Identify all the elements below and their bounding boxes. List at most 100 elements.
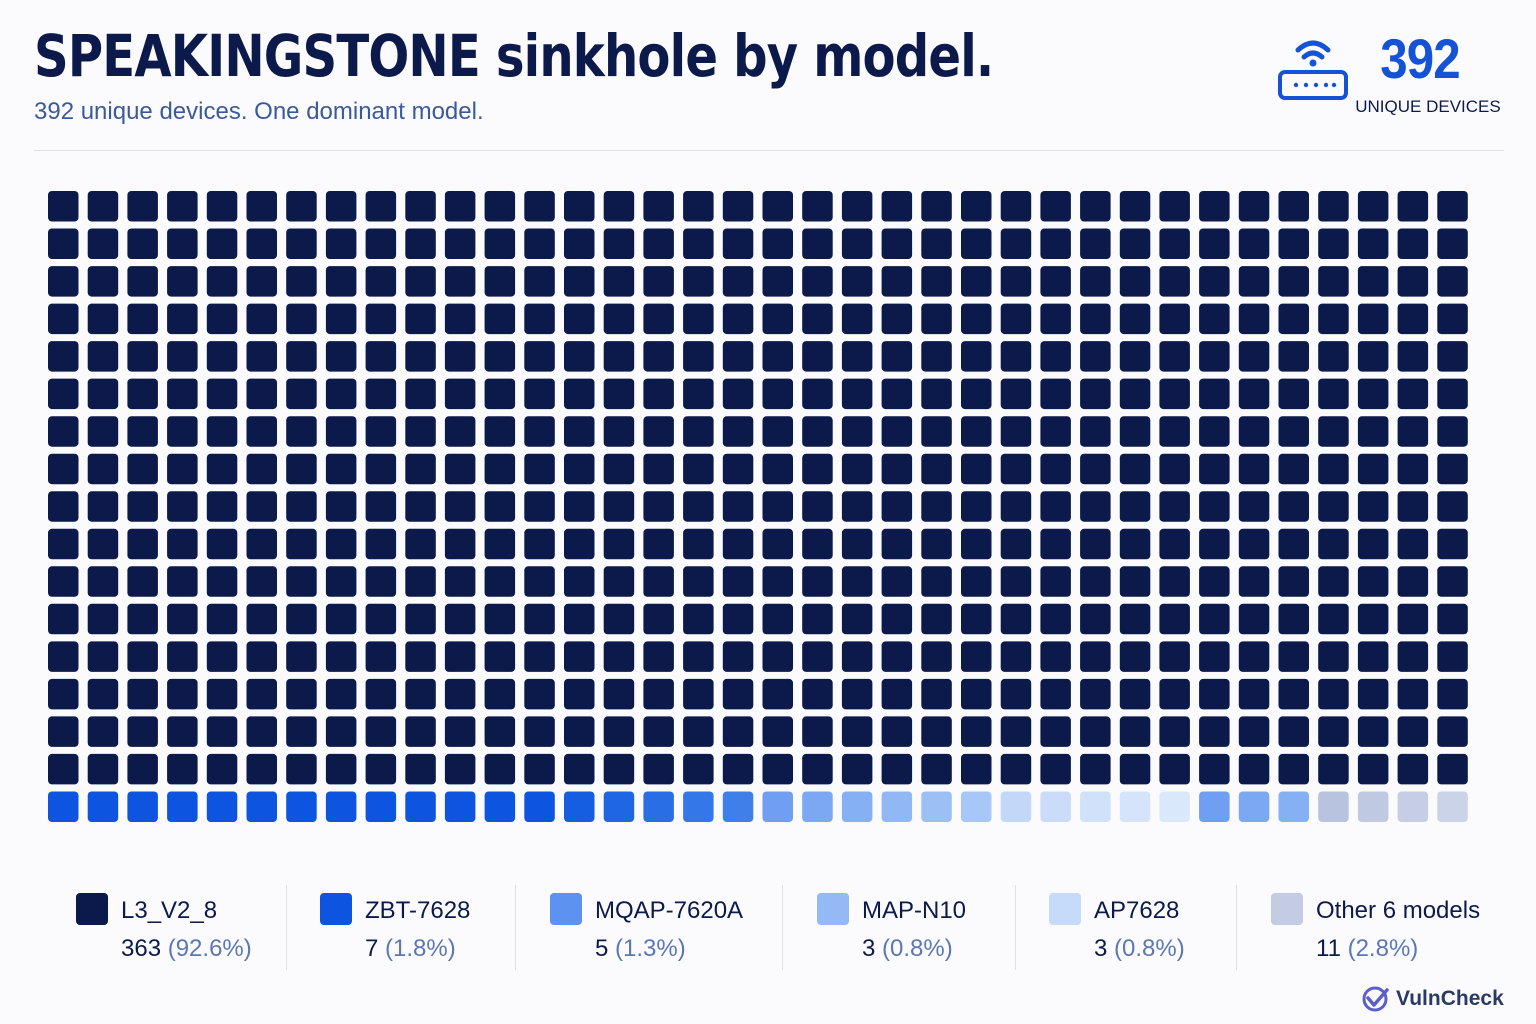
- legend-label: ZBT-7628: [365, 897, 471, 924]
- waffle-cell: [1437, 603, 1468, 635]
- waffle-cell: [48, 378, 79, 410]
- waffle-cell: [286, 753, 317, 785]
- legend-item-map-n10: MAP-N10 3 (0.8%): [783, 885, 1016, 970]
- waffle-cell: [48, 641, 79, 672]
- waffle-cell: [286, 341, 317, 372]
- waffle-cell: [921, 716, 952, 747]
- waffle-cell: [444, 416, 476, 447]
- waffle-cell: [484, 266, 516, 297]
- waffle-cell: [365, 228, 397, 259]
- waffle-cell: [603, 716, 635, 747]
- waffle-cell: [1437, 191, 1468, 222]
- waffle-cell: [1437, 378, 1468, 410]
- waffle-cell: [1080, 416, 1111, 447]
- waffle-cell: [325, 453, 357, 485]
- waffle-cell: [802, 378, 833, 410]
- waffle-cell: [87, 491, 119, 522]
- waffle-cell: [564, 303, 595, 335]
- waffle-cell: [484, 303, 516, 335]
- waffle-cell: [762, 266, 793, 297]
- waffle-cell: [683, 716, 714, 747]
- waffle-cell: [127, 641, 158, 672]
- kpi-label: UNIQUE DEVICES: [1355, 97, 1501, 116]
- waffle-cell: [722, 528, 754, 560]
- waffle-cell: [206, 753, 238, 785]
- waffle-cell: [246, 416, 277, 447]
- waffle-cell: [1357, 228, 1389, 259]
- waffle-cell: [484, 528, 516, 560]
- waffle-cell: [1040, 453, 1071, 485]
- waffle-cell: [802, 716, 833, 747]
- waffle-cell: [48, 566, 79, 597]
- waffle-cell: [206, 603, 238, 635]
- waffle-cell: [961, 453, 992, 485]
- waffle-cell: [921, 753, 952, 785]
- waffle-cell: [1397, 416, 1429, 447]
- legend-swatch: [1271, 893, 1303, 925]
- waffle-cell: [603, 678, 635, 710]
- waffle-cell: [802, 603, 833, 635]
- waffle-cell: [524, 753, 555, 785]
- waffle-cell: [48, 491, 79, 522]
- waffle-cell: [961, 753, 992, 785]
- waffle-cell: [484, 378, 516, 410]
- waffle-cell: [1278, 603, 1309, 635]
- legend-item-zbt-7628: ZBT-7628 7 (1.8%): [287, 885, 516, 970]
- waffle-cell: [87, 228, 119, 259]
- waffle-cell: [1040, 266, 1071, 297]
- waffle-cell: [325, 491, 357, 522]
- waffle-cell: [325, 641, 357, 672]
- waffle-cell: [1318, 491, 1349, 522]
- legend-label: MQAP-7620A: [595, 897, 744, 924]
- waffle-cell: [524, 266, 555, 297]
- waffle-cell: [365, 678, 397, 710]
- waffle-cell: [1199, 416, 1230, 447]
- waffle-cell: [1119, 791, 1151, 822]
- waffle-cell: [246, 228, 277, 259]
- waffle-cell: [881, 228, 913, 259]
- waffle-cell: [722, 453, 754, 485]
- waffle-cell: [1000, 341, 1032, 372]
- waffle-cell: [206, 791, 238, 822]
- legend-label: AP7628: [1094, 897, 1180, 924]
- waffle-cell: [881, 716, 913, 747]
- waffle-cell: [246, 753, 277, 785]
- waffle-cell: [1397, 566, 1429, 597]
- legend-count: 5 (1.3%): [595, 935, 686, 962]
- legend-label: Other 6 models: [1316, 897, 1481, 924]
- waffle-cell: [484, 716, 516, 747]
- waffle-cell: [444, 791, 476, 822]
- waffle-cell: [167, 716, 198, 747]
- waffle-cell: [286, 266, 317, 297]
- waffle-cell: [167, 266, 198, 297]
- waffle-cell: [1357, 716, 1389, 747]
- waffle-cell: [484, 491, 516, 522]
- waffle-cell: [1357, 603, 1389, 635]
- waffle-cell: [1000, 453, 1032, 485]
- waffle-cell: [802, 453, 833, 485]
- waffle-cell: [1159, 753, 1190, 785]
- waffle-cell: [802, 341, 833, 372]
- waffle-cell: [961, 678, 992, 710]
- legend-swatch: [1049, 893, 1081, 925]
- waffle-cell: [1000, 266, 1032, 297]
- waffle-cell: [722, 378, 754, 410]
- waffle-cell: [365, 341, 397, 372]
- waffle-cell: [722, 416, 754, 447]
- waffle-cell: [484, 341, 516, 372]
- waffle-cell: [841, 303, 873, 335]
- waffle-cell: [881, 791, 913, 822]
- legend-count: 3 (0.8%): [862, 935, 953, 962]
- waffle-cell: [802, 528, 833, 560]
- waffle-cell: [1357, 753, 1389, 785]
- waffle-cell: [1238, 528, 1270, 560]
- waffle-cell: [1318, 378, 1349, 410]
- waffle-cell: [484, 228, 516, 259]
- waffle-cell: [444, 453, 476, 485]
- waffle-cell: [48, 791, 79, 822]
- waffle-cell: [1437, 228, 1468, 259]
- waffle-cell: [722, 716, 754, 747]
- waffle-cell: [1318, 678, 1349, 710]
- waffle-cell: [405, 791, 436, 822]
- waffle-cell: [1040, 528, 1071, 560]
